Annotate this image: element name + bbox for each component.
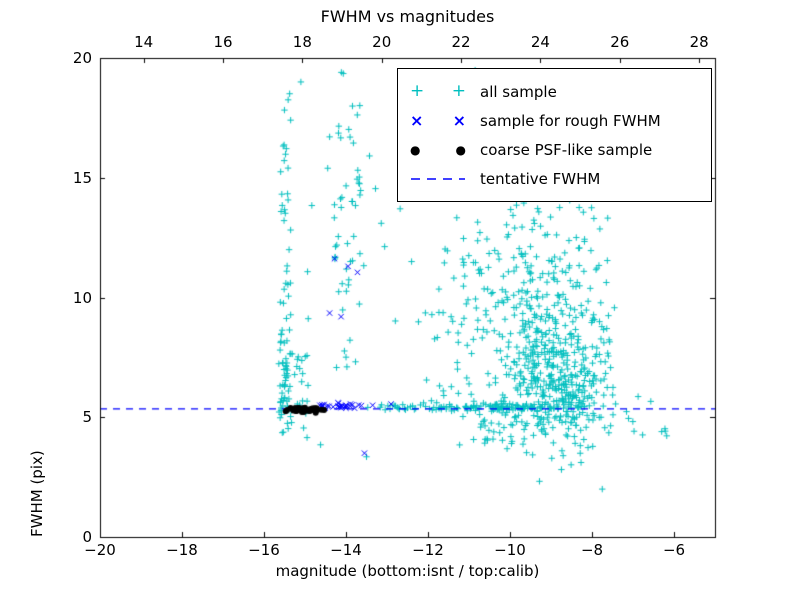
plus-marker-icon: + [451, 81, 466, 101]
x-top-tick-label: 18 [292, 33, 312, 51]
legend-label: sample for rough FWHM [480, 111, 661, 130]
y-tick-label: 5 [82, 408, 92, 427]
y-tick-label: 20 [72, 49, 92, 67]
legend-marker-x: × × [410, 110, 466, 130]
legend-item-rough-fwhm: × × sample for rough FWHM [410, 106, 705, 135]
x-axis-label: magnitude (bottom:isnt / top:calib) [275, 562, 540, 580]
x-top-tick-label: 20 [372, 33, 392, 51]
y-tick-label: 10 [72, 288, 92, 307]
legend-item-tentative-fwhm: tentative FWHM [410, 164, 705, 193]
y-axis-label: FWHM (pix) [28, 450, 46, 537]
legend-label: all sample [480, 82, 557, 101]
x-top-tick-label: 28 [689, 33, 709, 51]
x-marker-icon: × [410, 110, 424, 130]
legend-item-psf-sample: ● ● coarse PSF-like sample [410, 135, 705, 164]
legend-marker-dot: ● ● [410, 144, 466, 156]
x-bottom-tick-label: −20 [84, 541, 116, 559]
x-bottom-tick-label: −10 [494, 541, 526, 559]
x-bottom-tick-label: −18 [166, 541, 198, 559]
y-tick-label: 15 [72, 168, 92, 187]
legend-label: tentative FWHM [480, 169, 601, 188]
x-top-tick-label: 22 [451, 33, 471, 51]
chart-title: FWHM vs magnitudes [320, 7, 495, 26]
y-tick-label: 0 [82, 528, 92, 546]
legend-label: coarse PSF-like sample [480, 140, 653, 159]
x-marker-icon: × [452, 110, 466, 130]
legend: + + all sample × × sample for rough FWHM ●… [397, 68, 712, 202]
x-bottom-tick-label: −6 [662, 541, 686, 559]
x-top-tick-label: 26 [610, 33, 630, 51]
x-top-tick-label: 16 [213, 33, 233, 51]
x-bottom-tick-label: −8 [580, 541, 604, 559]
dot-marker-icon: ● [455, 142, 466, 157]
x-top-tick-label: 14 [134, 33, 154, 51]
dot-marker-icon: ● [410, 142, 421, 157]
x-bottom-tick-label: −14 [330, 541, 362, 559]
legend-marker-dashed-line [410, 176, 466, 182]
plus-marker-icon: + [410, 81, 425, 101]
legend-marker-plus: + + [410, 83, 466, 100]
dashed-line-icon [411, 177, 465, 180]
x-top-tick-label: 24 [530, 33, 550, 51]
legend-item-all-sample: + + all sample [410, 77, 705, 106]
x-bottom-tick-label: −12 [412, 541, 444, 559]
x-bottom-tick-label: −16 [248, 541, 280, 559]
